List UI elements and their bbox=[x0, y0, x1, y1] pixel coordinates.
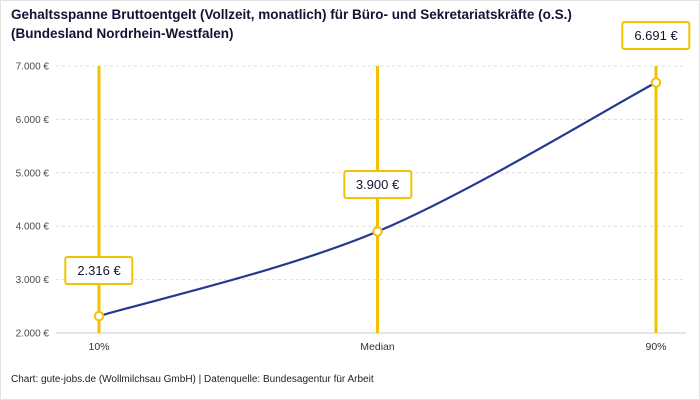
chart-source-credit: Chart: gute-jobs.de (Wollmilchsau GmbH) … bbox=[11, 374, 374, 385]
value-label-90th-percentile: 6.691 € bbox=[621, 21, 691, 50]
data-point-marker bbox=[650, 77, 662, 88]
data-point-marker bbox=[372, 226, 383, 237]
x-tick-label: 10% bbox=[88, 341, 109, 353]
data-point-marker bbox=[93, 310, 105, 322]
chart-title: Gehaltsspanne Bruttoentgelt (Vollzeit, m… bbox=[11, 7, 572, 41]
x-tick-label: Median bbox=[360, 341, 395, 353]
y-tick-label: 6.000 € bbox=[16, 115, 50, 126]
y-tick-label: 3.000 € bbox=[16, 275, 50, 286]
y-tick-label: 5.000 € bbox=[16, 168, 50, 179]
y-tick-label: 7.000 € bbox=[16, 62, 50, 73]
value-label-median: 3.900 € bbox=[342, 170, 413, 199]
y-tick-label: 2.000 € bbox=[16, 329, 50, 340]
x-tick-label: 90% bbox=[645, 341, 666, 353]
y-tick-label: 4.000 € bbox=[16, 222, 50, 233]
value-label-10th-percentile: 2.316 € bbox=[64, 256, 134, 285]
